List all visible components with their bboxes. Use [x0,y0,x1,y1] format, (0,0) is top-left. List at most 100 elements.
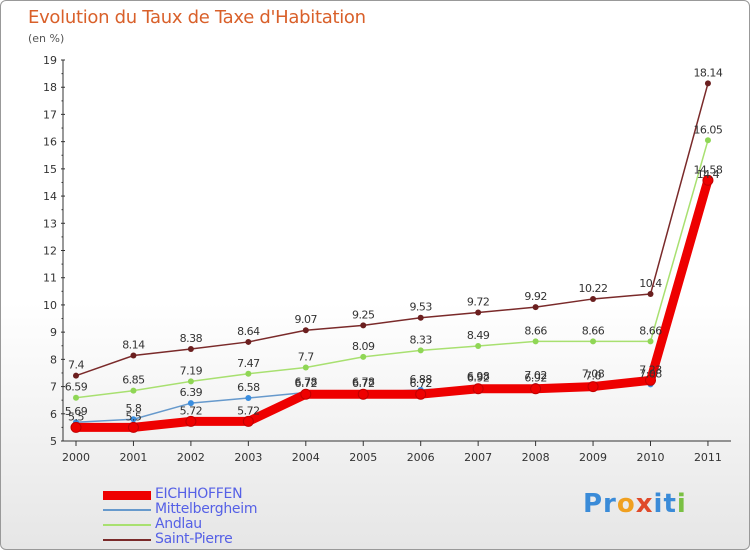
data-label-saint-pierre: 9.25 [352,308,375,321]
data-label-eichhoffen: 14.58 [693,163,722,176]
data-label-andlau: 8.66 [582,324,605,337]
data-label-mittelbergheim: 6.88 [409,373,432,386]
legend-swatch-saint-pierre [103,539,151,541]
data-label-eichhoffen: 6.92 [524,372,547,385]
data-point-eichhoffen [242,415,254,427]
x-tick-label: 2006 [407,451,435,464]
data-point-eichhoffen [645,374,656,386]
data-point-mittelbergheim [130,416,137,423]
data-point-saint-pierre [417,314,424,321]
legend-label-saint-pierre: Saint-Pierre [155,531,233,547]
data-label-eichhoffen: 6.72 [352,377,375,390]
legend-label-eichhoffen: EICHHOFFEN [155,486,243,502]
data-label-eichhoffen: 5.5 [68,410,84,423]
data-point-saint-pierre [647,291,654,298]
x-tick-label: 2002 [177,451,205,464]
legend-swatch-andlau [103,524,151,526]
chart-title: Evolution du Taux de Taxe d'Habitation [28,7,366,28]
data-point-saint-pierre [130,352,137,359]
data-label-andlau: 7.47 [237,357,260,370]
y-tick-label: 10 [43,299,57,312]
data-point-saint-pierre [590,295,597,302]
data-label-saint-pierre: 8.14 [122,339,145,352]
data-point-saint-pierre [73,372,79,379]
data-label-mittelbergheim: 7.08 [582,367,605,380]
data-point-mittelbergheim [187,400,194,407]
data-label-saint-pierre: 9.72 [467,296,490,309]
data-point-saint-pierre [475,309,482,316]
legend-label-mittelbergheim: Mittelbergheim [155,501,258,517]
y-tick-label: 18 [43,81,57,94]
y-tick-label: 16 [43,136,57,149]
data-label-andlau: 6.59 [65,381,88,394]
x-tick-label: 2003 [234,451,262,464]
data-point-andlau [475,343,482,350]
data-label-andlau: 8.49 [467,329,490,342]
data-label-andlau: 6.85 [122,374,145,387]
data-label-eichhoffen: 5.72 [180,404,203,417]
data-point-andlau [647,338,654,345]
y-tick-label: 17 [43,108,57,121]
data-label-mittelbergheim: 5.69 [65,405,88,418]
data-label-eichhoffen: 6.92 [467,372,490,385]
data-point-mittelbergheim [245,395,252,402]
data-point-eichhoffen [587,381,599,393]
data-label-mittelbergheim: 6.58 [237,381,260,394]
logo-part: x [635,489,654,519]
data-point-saint-pierre [187,346,194,353]
y-tick-label: 15 [43,163,57,176]
x-tick-label: 2009 [579,451,607,464]
data-point-andlau [73,394,79,401]
data-label-mittelbergheim: 6.98 [467,370,490,383]
data-point-saint-pierre [532,304,539,311]
x-tick-label: 2005 [349,451,377,464]
data-point-andlau [130,387,137,394]
data-label-saint-pierre: 8.38 [180,332,203,345]
y-tick-label: 6 [50,408,57,421]
data-label-saint-pierre: 10.4 [639,277,662,290]
data-label-saint-pierre: 8.64 [237,325,260,338]
data-point-saint-pierre [360,322,367,329]
data-point-andlau [302,364,309,371]
data-label-eichhoffen: 5.5 [125,410,141,423]
x-tick-label: 2004 [292,451,320,464]
data-point-eichhoffen [357,388,369,400]
data-point-eichhoffen [300,388,312,400]
data-label-andlau: 8.09 [352,340,375,353]
data-point-andlau [360,353,367,360]
data-point-saint-pierre [245,338,252,345]
data-point-eichhoffen [530,383,542,395]
data-point-andlau [187,378,194,385]
y-tick-label: 8 [50,353,57,366]
data-point-eichhoffen [185,415,197,427]
y-tick-label: 9 [50,326,57,339]
data-label-andlau: 8.66 [639,324,662,337]
y-unit-label: (en %) [28,32,65,45]
x-tick-label: 2008 [522,451,550,464]
data-label-mittelbergheim: 6.39 [180,386,203,399]
data-point-eichhoffen [127,421,139,433]
legend-swatch-mittelbergheim [103,509,151,511]
series-line-andlau [75,140,709,399]
data-point-andlau [532,338,539,345]
legend-label-andlau: Andlau [155,516,202,532]
data-point-eichhoffen [415,388,427,400]
data-point-eichhoffen [70,421,82,433]
data-label-andlau: 8.33 [409,333,432,346]
x-tick-label: 2000 [62,451,90,464]
logo-part: i [653,489,664,519]
x-tick-label: 2010 [637,451,665,464]
data-label-andlau: 7.7 [298,351,314,364]
data-label-saint-pierre: 9.92 [524,290,547,303]
data-label-eichhoffen: 5.72 [237,404,260,417]
legend-swatch-eichhoffen [103,491,151,500]
series-line-saint-pierre [75,83,709,377]
y-tick-label: 14 [43,190,57,203]
data-point-eichhoffen [472,383,484,395]
x-tick-label: 2001 [119,451,147,464]
data-label-eichhoffen: 7.0 [585,370,601,383]
series-line-eichhoffen [76,179,713,432]
data-label-mittelbergheim: 6.78 [295,376,318,389]
data-point-andlau [590,338,597,345]
